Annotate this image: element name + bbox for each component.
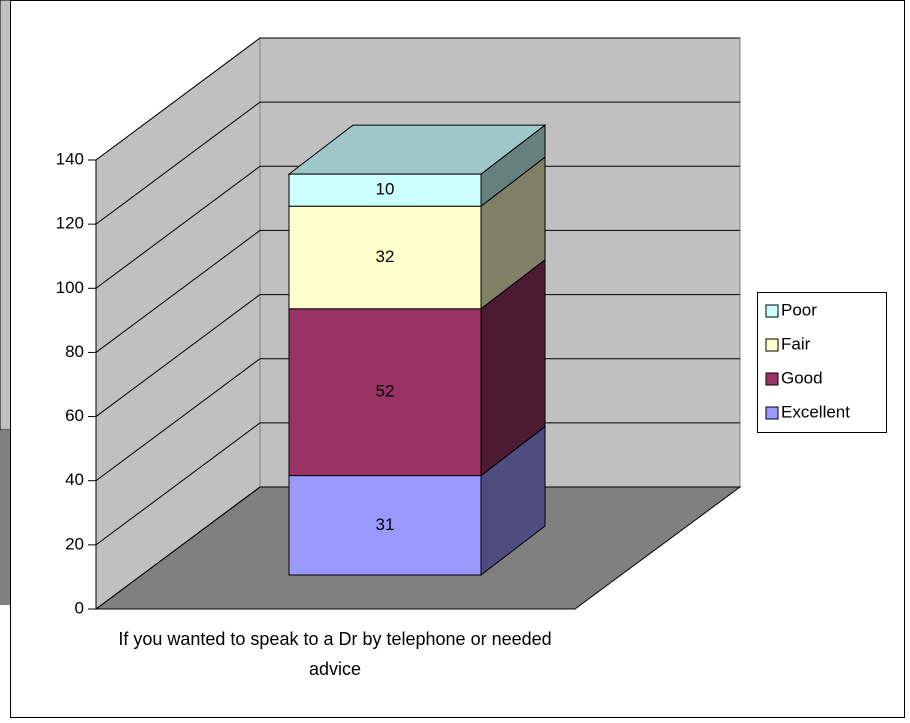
bar — [288, 475, 482, 576]
grid-line — [95, 37, 740, 161]
bar — [288, 205, 482, 310]
grid: 0 20 40 60 80 100 120 140 — [56, 37, 740, 617]
legend-label: Good — [781, 368, 823, 387]
grid-line — [95, 422, 740, 546]
y-tick-label: 140 — [56, 149, 84, 168]
legend-swatch — [765, 304, 779, 318]
legend-swatch — [765, 372, 779, 386]
y-tick-label: 100 — [56, 278, 84, 297]
grid-line — [95, 358, 740, 482]
legend-label: Fair — [781, 334, 811, 353]
data-label: 31 — [376, 515, 395, 534]
y-tick-label: 60 — [65, 406, 84, 425]
bar — [288, 173, 482, 207]
grid-line — [95, 486, 740, 610]
background-chart-floor — [0, 430, 12, 605]
legend-swatch — [765, 338, 779, 352]
y-tick-label: 120 — [56, 214, 84, 233]
legend-entries: Excellent Good Fair Poor — [765, 300, 850, 421]
bars: 31 52 32 10 — [287, 124, 547, 577]
bar — [288, 308, 482, 477]
y-tick-label: 0 — [75, 598, 84, 617]
legend-label: Poor — [781, 300, 817, 319]
legend — [757, 292, 887, 433]
data-label: 32 — [376, 247, 395, 266]
y-tick-label: 80 — [65, 342, 84, 361]
data-label: 52 — [376, 382, 395, 401]
grid-line — [95, 165, 740, 289]
x-tick-label: If you wanted to speak to a Dr by teleph… — [118, 629, 552, 679]
legend-label: Excellent — [781, 402, 850, 421]
grid-line — [95, 101, 740, 225]
legend-swatch — [765, 406, 779, 420]
data-label: 10 — [376, 180, 395, 199]
grid-line — [95, 294, 740, 417]
grid-line — [95, 229, 740, 353]
y-tick-label: 20 — [65, 534, 84, 553]
y-tick-label: 40 — [65, 470, 84, 489]
